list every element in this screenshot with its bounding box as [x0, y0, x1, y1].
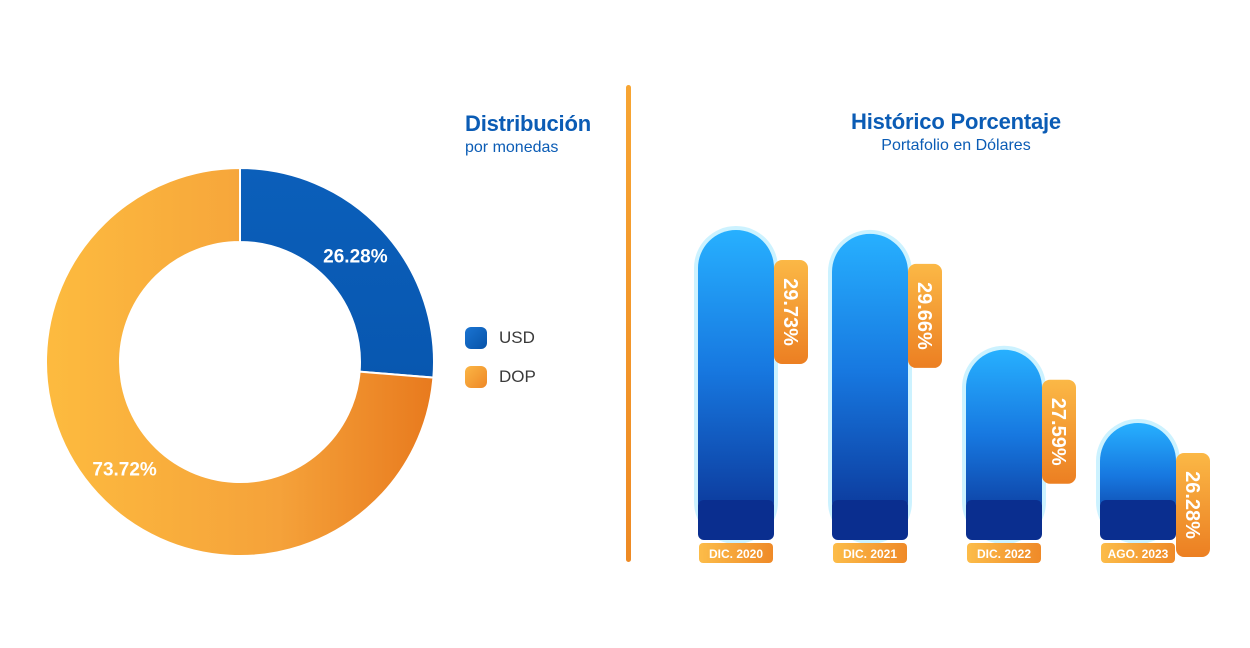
value-tag [1176, 453, 1210, 557]
category-pill [833, 543, 907, 563]
historico-header: Histórico Porcentaje Portafolio en Dólar… [806, 108, 1106, 156]
distribution-subtitle: por monedas [465, 139, 559, 156]
donut-label-usd: 26.28% [323, 247, 388, 268]
bar-value-label: 29.73% [779, 278, 801, 346]
bar-base [698, 500, 774, 540]
category-label: DIC. 2022 [977, 547, 1031, 561]
bar-chart: 29.73% DIC. 2020 29.66% DIC. 2021 27.59% DIC.… [694, 226, 1210, 563]
category-label: DIC. 2021 [843, 547, 897, 561]
category-pill [1101, 543, 1175, 563]
bar-base [1100, 500, 1176, 540]
donut-chart: 26.28% 73.72% [45, 166, 435, 557]
historico-title: Histórico Porcentaje [851, 109, 1061, 134]
value-tag [1042, 379, 1076, 484]
value-tag [774, 260, 808, 364]
legend-swatch-dop [465, 366, 487, 388]
bar-base [966, 500, 1042, 540]
bar-group: 29.66% DIC. 2021 [828, 229, 942, 563]
bar [698, 230, 774, 540]
distribution-header: Distribución por monedas [465, 110, 591, 158]
category-label: DIC. 2020 [709, 547, 763, 561]
legend-label-dop: DOP [499, 367, 536, 386]
historico-subtitle: Portafolio en Dólares [881, 137, 1031, 154]
bar-value-label: 27.59% [1047, 398, 1069, 466]
bar [832, 233, 908, 540]
donut-slice-dop [45, 166, 435, 557]
category-pill [699, 543, 773, 563]
donut-slice-usd [239, 166, 435, 379]
bar-group: 29.73% DIC. 2020 [694, 226, 808, 563]
category-pill [967, 543, 1041, 563]
distribution-title: Distribución [465, 111, 591, 136]
category-label: AGO. 2023 [1108, 547, 1169, 561]
divider [626, 85, 631, 562]
value-tag [908, 263, 942, 368]
bar [966, 349, 1042, 540]
donut-label-dop: 73.72% [92, 459, 157, 480]
bar-value-label: 29.66% [913, 282, 935, 350]
bar-group: 26.28% AGO. 2023 [1096, 419, 1210, 563]
legend-item-dop: DOP [465, 365, 536, 389]
bar-base [832, 500, 908, 540]
bar-value-label: 26.28% [1181, 471, 1203, 539]
legend-item-usd: USD [465, 326, 536, 350]
legend-swatch-usd [465, 327, 487, 349]
legend-label-usd: USD [499, 328, 535, 347]
legend: USD DOP [465, 326, 536, 404]
bar-group: 27.59% DIC. 2022 [962, 345, 1076, 563]
